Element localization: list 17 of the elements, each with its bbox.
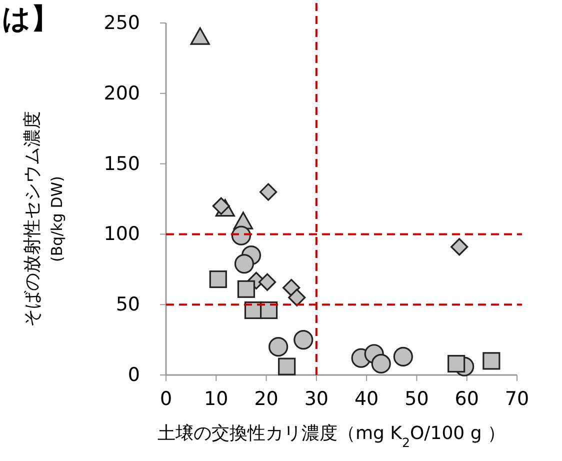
x-tick-label: 10 xyxy=(204,388,228,410)
y-tick-label: 100 xyxy=(104,223,140,246)
x-tick-label: 70 xyxy=(504,388,530,410)
x-axis-title: 土壌の交換性カリ濃度（mg K$_{2}$O/100 g ） xyxy=(158,423,506,450)
y-tick-label: 250 xyxy=(104,12,140,34)
x-tick-label: 0 xyxy=(160,388,172,410)
x-tick-label: 30 xyxy=(304,388,329,410)
x-tick-label: 20 xyxy=(254,388,278,410)
y-tick-label: 150 xyxy=(104,152,140,175)
y-axis-title: そばの放射性セシウム濃度 (Bq/kg DW) xyxy=(22,111,66,327)
x-tick-label: 50 xyxy=(404,388,429,410)
text: は】 xyxy=(2,2,59,35)
y-tick-label: 50 xyxy=(116,294,140,316)
x-tick-label: 60 xyxy=(454,388,479,410)
x-tick-label: 40 xyxy=(354,388,379,410)
y-tick-label: 200 xyxy=(104,82,140,104)
y-tick-label: 0 xyxy=(128,364,140,386)
